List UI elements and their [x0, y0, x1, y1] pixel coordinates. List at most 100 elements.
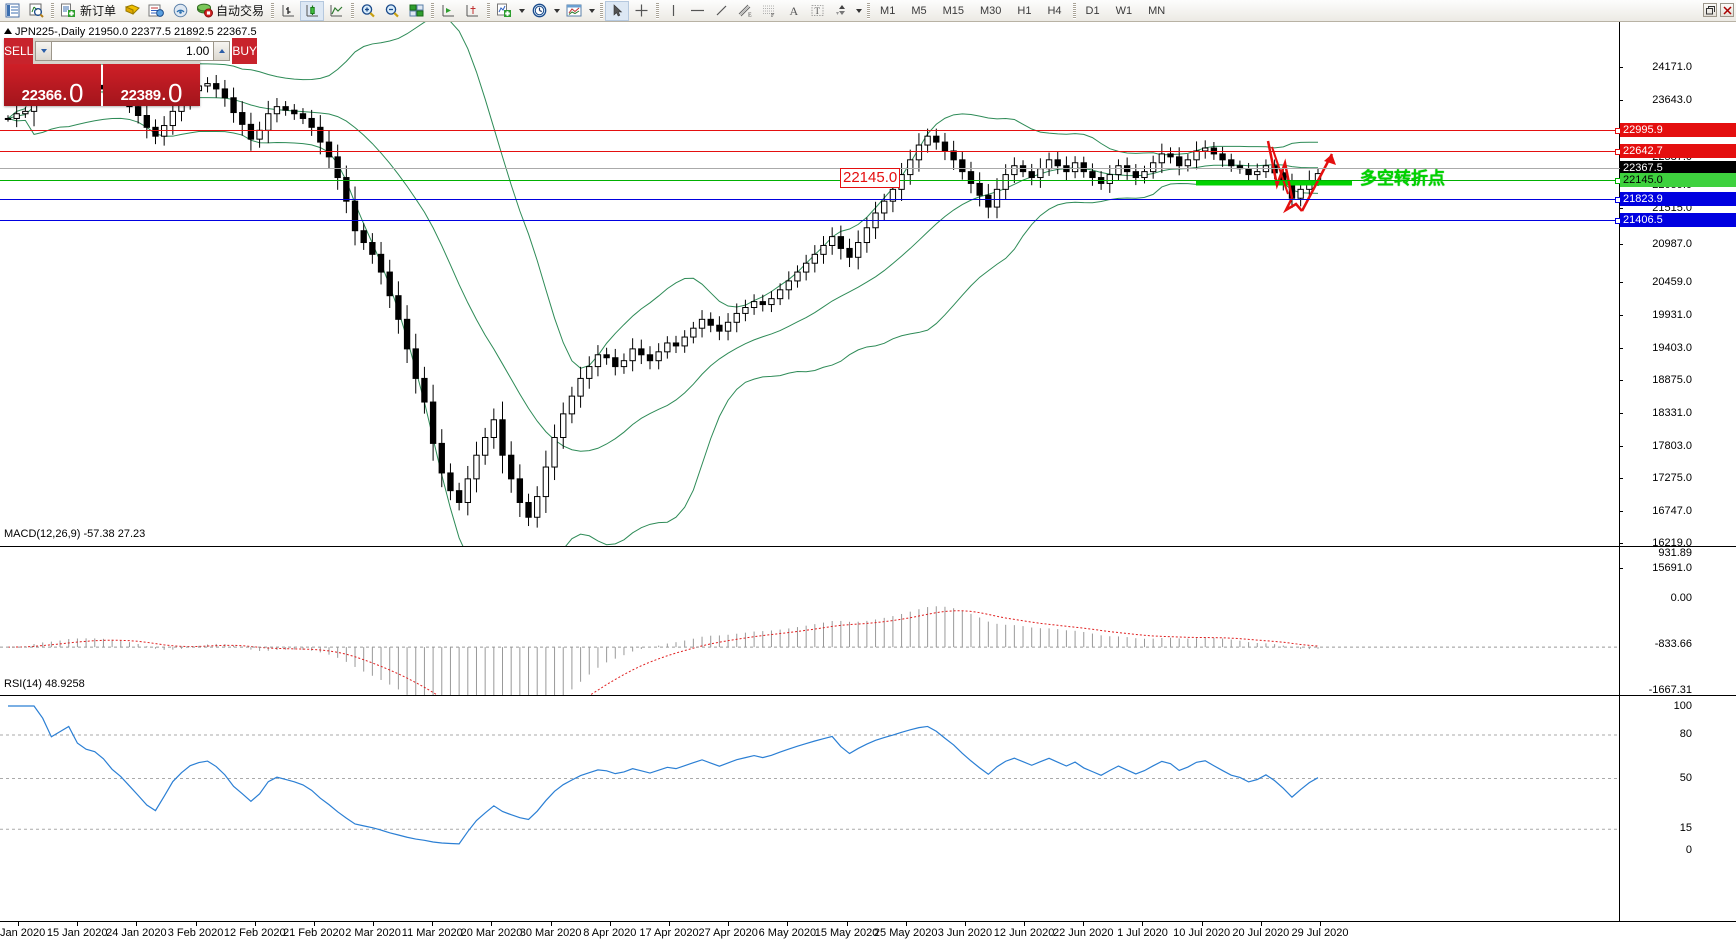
timeframe-m1[interactable]: M1 — [880, 4, 896, 17]
period-clock-icon[interactable] — [527, 1, 551, 21]
volume-increase-button[interactable] — [213, 41, 231, 61]
candlestick — [395, 281, 402, 334]
price-tag: 22367.5 — [1620, 161, 1736, 175]
new-order-label[interactable]: 新订单 — [80, 4, 117, 18]
zoom-in-icon[interactable] — [356, 1, 380, 21]
chevron-down-icon[interactable] — [551, 1, 562, 21]
chevron-down-icon[interactable] — [853, 1, 864, 21]
red-down-arrow-shaft[interactable] — [1271, 146, 1289, 195]
horizontal-line[interactable] — [0, 168, 1620, 169]
add-indicator-icon[interactable] — [492, 1, 516, 21]
fibonacci-icon[interactable]: F — [757, 1, 781, 21]
toolbar-separator — [268, 2, 276, 20]
candlestick — [403, 305, 411, 364]
candlestick — [881, 193, 888, 221]
new-order-icon[interactable] — [56, 1, 80, 21]
timeframe-w1[interactable]: W1 — [1115, 4, 1133, 17]
chart-shift-icon[interactable] — [436, 1, 460, 21]
volume-decrease-button[interactable] — [35, 41, 53, 61]
horizontal-line[interactable] — [0, 197, 1621, 203]
autotrading-label[interactable]: 自动交易 — [216, 4, 265, 18]
market-watch-icon[interactable] — [24, 1, 48, 21]
candlestick — [976, 172, 983, 207]
equidistant-channel-icon[interactable]: E — [733, 1, 757, 21]
date-axis-tick — [373, 922, 375, 926]
bollinger-lower-band — [7, 117, 1319, 546]
arrows-icon[interactable] — [829, 1, 853, 21]
rsi-pane-separator — [0, 695, 1736, 696]
timeframe-m5[interactable]: M5 — [911, 4, 927, 17]
chevron-down-icon[interactable] — [586, 1, 597, 21]
volume-input[interactable] — [52, 41, 214, 61]
candlestick — [516, 464, 524, 517]
templates-icon[interactable] — [562, 1, 586, 21]
cursor-icon[interactable] — [605, 0, 630, 21]
candlestick — [551, 424, 558, 481]
chart-canvas[interactable]: JPN225-,Daily 21950.0 22377.5 21892.5 22… — [0, 22, 1736, 946]
signals-icon[interactable] — [168, 1, 192, 21]
date-axis-tick — [136, 922, 138, 926]
buy-price-display[interactable]: 22389. 0 — [103, 64, 200, 106]
collapse-triangle-icon[interactable] — [4, 28, 12, 34]
timeframe-d1[interactable]: D1 — [1085, 4, 1100, 17]
red-bottom-zigzag[interactable] — [1282, 197, 1303, 214]
chevron-down-icon[interactable] — [516, 1, 527, 21]
candlestick — [967, 161, 975, 194]
horizontal-line[interactable] — [0, 128, 1621, 134]
date-axis-tick — [77, 922, 79, 926]
candlestick — [603, 347, 610, 365]
window-list-icon[interactable] — [0, 1, 24, 21]
timeframe-m15[interactable]: M15 — [942, 4, 964, 17]
candlestick — [1219, 146, 1226, 167]
zoom-out-icon[interactable] — [380, 1, 404, 21]
rsi-axis-label: 50 — [1679, 772, 1692, 784]
history-center-icon[interactable] — [144, 1, 168, 21]
timeframe-h4[interactable]: H4 — [1047, 4, 1062, 17]
chinese-annotation-text[interactable]: 多空转折点 — [1360, 169, 1445, 189]
horizontal-line-icon[interactable] — [685, 1, 709, 21]
toolbar-separator — [864, 2, 872, 20]
text-label-icon[interactable]: T — [805, 1, 829, 21]
line-chart-icon[interactable] — [324, 1, 348, 21]
candlestick — [508, 441, 515, 493]
text-icon[interactable]: A — [781, 1, 805, 21]
date-axis-label: 2 Mar 2020 — [345, 927, 401, 939]
window-controls — [1703, 3, 1734, 17]
horizontal-line[interactable] — [0, 149, 1621, 155]
auto-scroll-icon[interactable] — [460, 1, 484, 21]
sell-button[interactable]: SELL — [4, 38, 34, 64]
price-annotation-box[interactable]: 22145.0 — [840, 168, 901, 188]
crosshair-icon[interactable] — [629, 1, 653, 21]
candlestick — [846, 238, 853, 268]
close-window-button[interactable] — [1720, 3, 1734, 17]
buy-price-decimal: 0 — [167, 77, 183, 108]
red-up-arrow-shaft[interactable] — [1300, 153, 1334, 212]
candlestick — [325, 130, 333, 169]
vertical-line-icon[interactable] — [661, 1, 685, 21]
date-axis-label: 3 Feb 2020 — [167, 927, 224, 939]
trendline-icon[interactable] — [709, 1, 733, 21]
tile-windows-icon[interactable] — [404, 1, 428, 21]
red-up-arrow-head[interactable] — [1324, 154, 1336, 165]
candlestick — [221, 79, 229, 107]
yellow-folder-icon[interactable] — [120, 1, 144, 21]
timeframe-mn[interactable]: MN — [1148, 4, 1166, 17]
date-axis-tick — [550, 922, 552, 926]
timeframe-h1[interactable]: H1 — [1017, 4, 1032, 17]
main-toolbar: 新订单 自动交易 — [0, 0, 1736, 22]
volume-stepper[interactable] — [35, 40, 231, 62]
date-axis-label: 3 Jun 2020 — [937, 927, 993, 939]
candlestick-chart-icon[interactable] — [300, 0, 325, 21]
restore-window-button[interactable] — [1703, 3, 1717, 17]
timeframe-m30[interactable]: M30 — [980, 4, 1002, 17]
bar-chart-icon[interactable] — [276, 1, 300, 21]
date-axis-tick — [728, 922, 730, 926]
horizontal-line[interactable] — [0, 218, 1621, 224]
date-axis-tick — [195, 922, 197, 926]
autotrading-icon[interactable] — [192, 1, 216, 21]
buy-button[interactable]: BUY — [232, 38, 258, 64]
rsi-axis-label: 0 — [1685, 844, 1692, 856]
sell-price-display[interactable]: 22366. 0 — [4, 64, 101, 106]
